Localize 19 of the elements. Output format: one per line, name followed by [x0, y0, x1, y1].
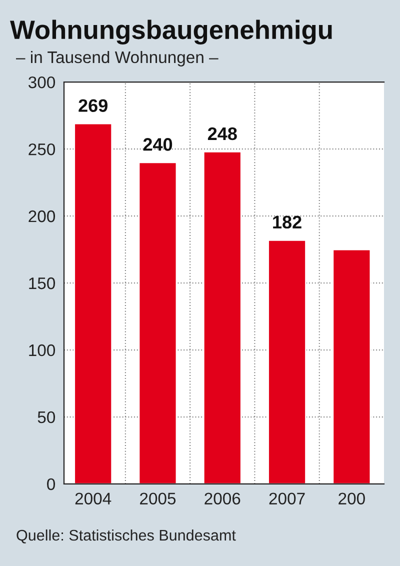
y-tick-label: 100 [29, 344, 56, 356]
x-tick-label: 2006 [204, 492, 240, 505]
y-tick-label: 250 [28, 143, 56, 156]
chart-subtitle: – in Tausend Wohnungen – [16, 50, 218, 66]
data-label: 248 [208, 127, 237, 140]
data-label: 182 [273, 216, 302, 229]
x-tick-label: 2007 [269, 492, 305, 505]
x-tick-label: 200 [338, 492, 365, 505]
x-tick-label: 2004 [75, 492, 112, 505]
y-tick-label: 300 [28, 76, 56, 88]
y-tick-label: 150 [29, 277, 56, 290]
source-note: Quelle: Statistisches Bundesamt [16, 529, 236, 544]
y-tick-label: 0 [47, 478, 56, 490]
data-label: 269 [78, 99, 108, 112]
data-label: 240 [143, 138, 172, 151]
x-tick-label: 2005 [140, 492, 176, 505]
y-tick-label: 50 [38, 411, 56, 424]
chart-title: Wohnungsbaugenehmigu [10, 20, 332, 45]
y-tick-label: 200 [28, 210, 56, 222]
